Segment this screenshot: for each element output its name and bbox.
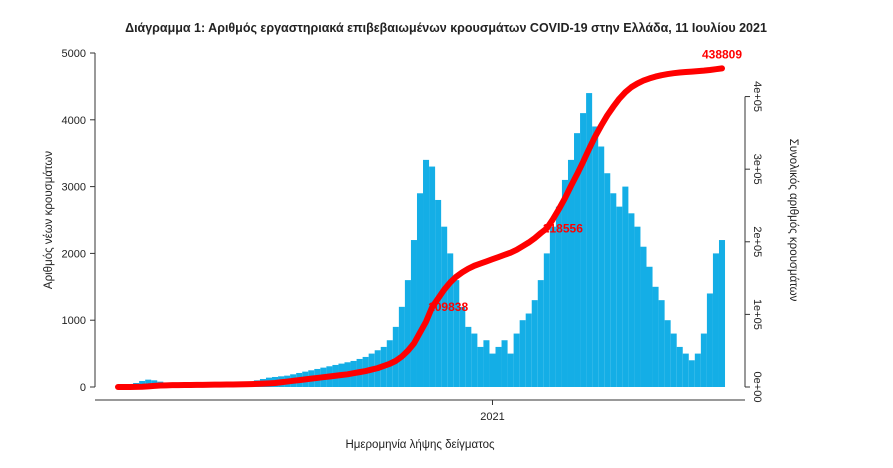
bar — [670, 333, 677, 387]
value-label: 109838 — [428, 300, 468, 314]
x-tick-label: 2021 — [480, 411, 504, 423]
value-label: 218556 — [543, 221, 583, 235]
bar — [410, 240, 417, 387]
y2-tick-label: 0e+00 — [751, 372, 763, 403]
y2-axis-label: Συνολικός αριθμός κρουσμάτων — [787, 139, 799, 302]
y2-tick-label: 4e+05 — [751, 81, 763, 112]
bar — [574, 133, 581, 387]
bar — [586, 93, 593, 387]
bar — [634, 226, 641, 387]
bar — [664, 320, 671, 387]
bar — [429, 166, 436, 387]
bar — [513, 333, 520, 387]
bar — [592, 126, 599, 387]
bar — [471, 333, 478, 387]
bar — [688, 360, 695, 387]
bar — [712, 253, 719, 387]
y-tick-label: 0 — [80, 382, 86, 394]
bar — [453, 280, 460, 387]
bar — [447, 253, 454, 387]
bar — [580, 113, 587, 388]
x-axis-label: Ημερομηνία λήψης δείγματος — [345, 439, 495, 451]
bar — [598, 146, 605, 387]
bar — [706, 293, 713, 387]
bar — [640, 246, 647, 387]
bar — [700, 333, 707, 387]
bar — [622, 186, 629, 387]
bar — [718, 240, 726, 387]
value-label: 438809 — [702, 47, 742, 61]
bar — [392, 326, 399, 387]
bar — [610, 193, 617, 387]
bar — [423, 159, 430, 387]
y-tick-label: 3000 — [62, 182, 86, 194]
bar — [525, 313, 532, 387]
bar — [658, 300, 665, 387]
y-tick-label: 5000 — [62, 48, 86, 60]
bar — [495, 346, 502, 387]
bar — [646, 266, 653, 387]
bar — [628, 213, 635, 387]
bar — [477, 346, 484, 387]
y-tick-label: 1000 — [62, 315, 86, 327]
bar — [519, 320, 526, 387]
bar — [404, 280, 411, 387]
y-axis-label: Αριθμός νέων κρουσμάτων — [43, 151, 55, 289]
bar — [489, 353, 496, 387]
y2-tick-label: 3e+05 — [751, 154, 763, 185]
bar — [561, 179, 568, 387]
y2-tick-label: 1e+05 — [751, 299, 763, 330]
bar — [616, 206, 623, 387]
bar — [676, 346, 683, 387]
bar — [507, 353, 514, 387]
bar — [694, 353, 701, 387]
bar — [416, 193, 424, 387]
y2-tick-label: 2e+05 — [751, 226, 763, 257]
bar — [543, 253, 550, 387]
bar — [398, 306, 405, 387]
bar — [531, 300, 538, 387]
bar — [549, 226, 556, 387]
bar — [145, 379, 152, 387]
y-tick-label: 2000 — [62, 248, 86, 260]
bar — [682, 353, 689, 387]
bar — [652, 286, 659, 387]
bar — [537, 280, 544, 387]
bar — [555, 206, 562, 387]
cumulative-line — [115, 65, 725, 390]
bar — [483, 340, 490, 387]
bar — [604, 173, 611, 387]
bar — [459, 306, 466, 387]
chart-title: Διάγραμμα 1: Αριθμός εργαστηριακά επιβεβ… — [125, 21, 767, 35]
bar — [501, 340, 508, 387]
bar — [465, 326, 472, 387]
bar — [441, 226, 448, 387]
y-tick-label: 4000 — [62, 115, 86, 127]
bar — [567, 159, 575, 387]
